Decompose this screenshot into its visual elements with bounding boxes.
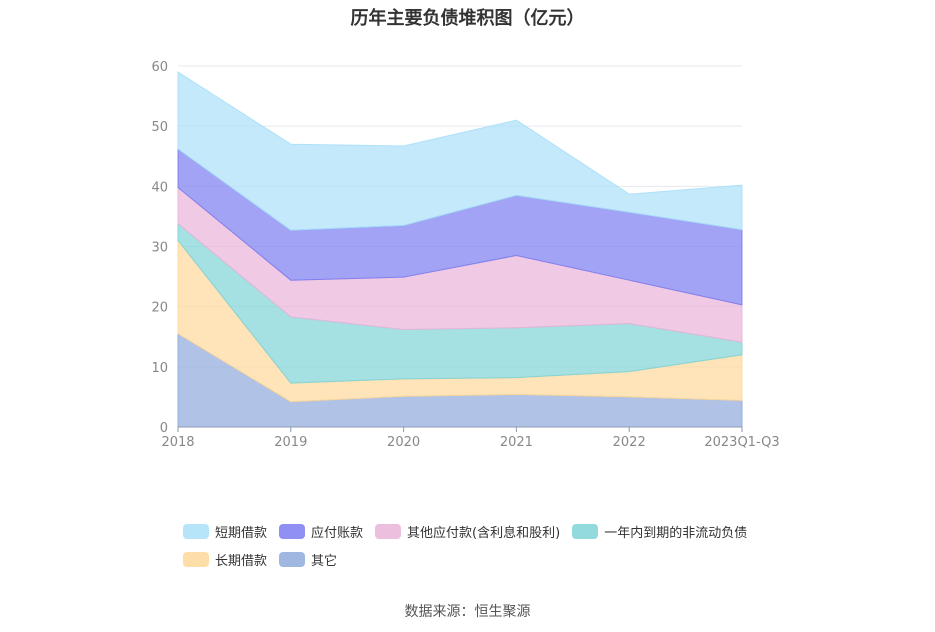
legend-item[interactable]: 一年内到期的非流动负债 (572, 520, 747, 542)
area-series (177, 71, 743, 428)
legend-swatch (183, 523, 209, 539)
y-tick-label: 10 (151, 361, 168, 376)
x-tick-label: 2022 (613, 435, 646, 450)
legend-label: 其它 (311, 553, 338, 569)
legend-label: 短期借款 (215, 525, 268, 541)
source-note: 数据来源：恒生聚源 (404, 604, 531, 620)
legend-item[interactable]: 其他应付款(含利息和股利) (375, 520, 560, 542)
legend-swatch (279, 551, 306, 567)
x-tick-label: 2018 (161, 435, 194, 450)
y-tick-label: 40 (151, 180, 168, 195)
y-tick-label: 20 (151, 301, 168, 316)
y-tick-label: 50 (151, 120, 168, 135)
chart-title: 历年主要负债堆积图（亿元） (350, 8, 585, 29)
legend-item[interactable]: 其它 (279, 548, 337, 570)
legend-swatch (375, 523, 402, 539)
chart-legend: 短期借款 应付账款 其他应付款(含利息和股利) 一年内到期的非流动负债长期借款 其它 (183, 520, 803, 576)
legend-swatch (183, 551, 209, 567)
legend-label: 长期借款 (215, 553, 268, 569)
area-短期借款 (177, 71, 743, 231)
legend-label: 一年内到期的非流动负债 (604, 525, 748, 541)
x-tick-label: 2019 (274, 435, 307, 450)
legend-swatch (279, 523, 306, 539)
y-tick-label: 30 (151, 241, 168, 256)
y-tick-label: 0 (160, 421, 168, 436)
legend-item[interactable]: 短期借款 (183, 520, 267, 542)
x-tick-label: 2020 (387, 435, 420, 450)
y-tick-label: 60 (151, 60, 168, 75)
legend-swatch (572, 523, 599, 539)
legend-label: 应付账款 (311, 525, 364, 541)
legend-item[interactable]: 长期借款 (183, 548, 267, 570)
legend-label: 其他应付款(含利息和股利) (407, 525, 561, 541)
x-tick-label: 2021 (500, 435, 533, 450)
axes: 0 10 20 30 40 50 60 2018 2019 2020 2021 2022 2023Q1-… (151, 60, 779, 450)
legend-item[interactable]: 应付账款 (279, 520, 363, 542)
x-tick-label: 2023Q1-Q3 (704, 435, 779, 450)
